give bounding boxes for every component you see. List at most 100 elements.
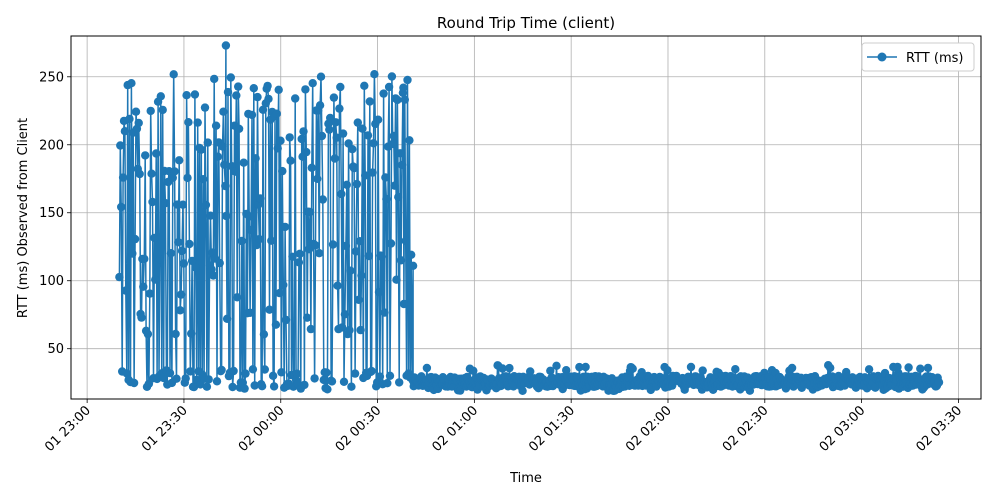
- legend-marker: [877, 52, 887, 62]
- data-point: [301, 85, 310, 94]
- data-point: [221, 181, 230, 191]
- data-point: [265, 305, 274, 314]
- data-point: [129, 378, 139, 388]
- data-point: [686, 362, 696, 372]
- data-point: [698, 366, 707, 375]
- y-tick-label: 50: [47, 342, 64, 357]
- data-point: [663, 366, 672, 375]
- data-point: [365, 97, 374, 106]
- plot-frame: [70, 35, 982, 400]
- data-point: [904, 363, 913, 372]
- data-point: [546, 366, 555, 375]
- data-point: [145, 289, 154, 298]
- data-point: [170, 167, 179, 176]
- data-point: [256, 194, 265, 203]
- data-point: [166, 249, 176, 258]
- data-point: [327, 377, 337, 386]
- data-point: [218, 142, 227, 151]
- data-point: [360, 81, 369, 91]
- data-point: [338, 129, 348, 138]
- data-point: [125, 114, 134, 124]
- data-point: [161, 199, 170, 208]
- data-point: [408, 261, 418, 270]
- data-point: [115, 272, 124, 282]
- legend-label: RTT (ms): [906, 51, 963, 66]
- data-point: [234, 82, 243, 91]
- y-axis: 50 100 150 200 250: [39, 70, 71, 357]
- data-point: [355, 237, 364, 246]
- data-point: [134, 118, 143, 128]
- data-point: [370, 70, 379, 79]
- data-point: [285, 133, 294, 142]
- data-point: [405, 136, 414, 145]
- data-point: [303, 313, 312, 322]
- data-point: [356, 325, 365, 335]
- data-point: [178, 200, 188, 209]
- data-point: [305, 207, 315, 217]
- data-point: [135, 169, 144, 179]
- data-point: [345, 326, 354, 335]
- data-point: [369, 139, 378, 148]
- data-point: [193, 118, 202, 127]
- data-point: [118, 173, 128, 182]
- data-point: [297, 134, 306, 144]
- data-point: [335, 104, 344, 113]
- data-point: [271, 320, 281, 329]
- data-point: [456, 386, 465, 395]
- data-point: [319, 375, 328, 385]
- data-point: [291, 94, 300, 103]
- data-point: [117, 202, 126, 212]
- data-point: [329, 93, 339, 102]
- data-point: [122, 369, 131, 378]
- data-point: [375, 372, 385, 381]
- data-point: [264, 94, 273, 104]
- data-point: [352, 179, 362, 189]
- data-point: [189, 382, 199, 392]
- data-point: [333, 281, 342, 290]
- data-point: [268, 371, 278, 380]
- data-point: [276, 136, 285, 145]
- data-point: [526, 367, 535, 376]
- data-point: [175, 156, 184, 165]
- data-point: [127, 79, 136, 88]
- data-point: [212, 377, 222, 386]
- data-point: [374, 287, 384, 297]
- data-point: [383, 379, 392, 388]
- data-point: [373, 115, 383, 124]
- data-point: [158, 105, 167, 115]
- data-point: [347, 382, 356, 391]
- data-point: [787, 363, 797, 373]
- data-point: [213, 152, 223, 161]
- data-point: [223, 87, 233, 97]
- series-rtt: [115, 41, 944, 395]
- data-point: [328, 240, 338, 249]
- data-point: [202, 382, 212, 391]
- data-point: [399, 299, 409, 309]
- data-point: [381, 173, 390, 182]
- data-point: [342, 180, 351, 189]
- data-point: [323, 385, 332, 394]
- data-point: [140, 254, 149, 264]
- data-point: [363, 131, 373, 140]
- data-point: [222, 211, 231, 221]
- data-point: [313, 174, 322, 183]
- data-point: [222, 314, 232, 323]
- y-tick-label: 100: [39, 274, 64, 289]
- data-point: [258, 105, 268, 115]
- data-point: [294, 258, 304, 267]
- data-point: [388, 139, 397, 149]
- data-point: [211, 121, 221, 130]
- data-point: [338, 323, 347, 332]
- data-point: [316, 72, 326, 81]
- data-point: [215, 258, 224, 268]
- data-point: [349, 164, 359, 173]
- data-point: [245, 212, 254, 221]
- data-point: [278, 166, 287, 176]
- data-point: [257, 382, 267, 391]
- data-point: [187, 256, 197, 266]
- data-point: [317, 131, 327, 141]
- data-point: [399, 83, 408, 92]
- data-point: [281, 315, 291, 325]
